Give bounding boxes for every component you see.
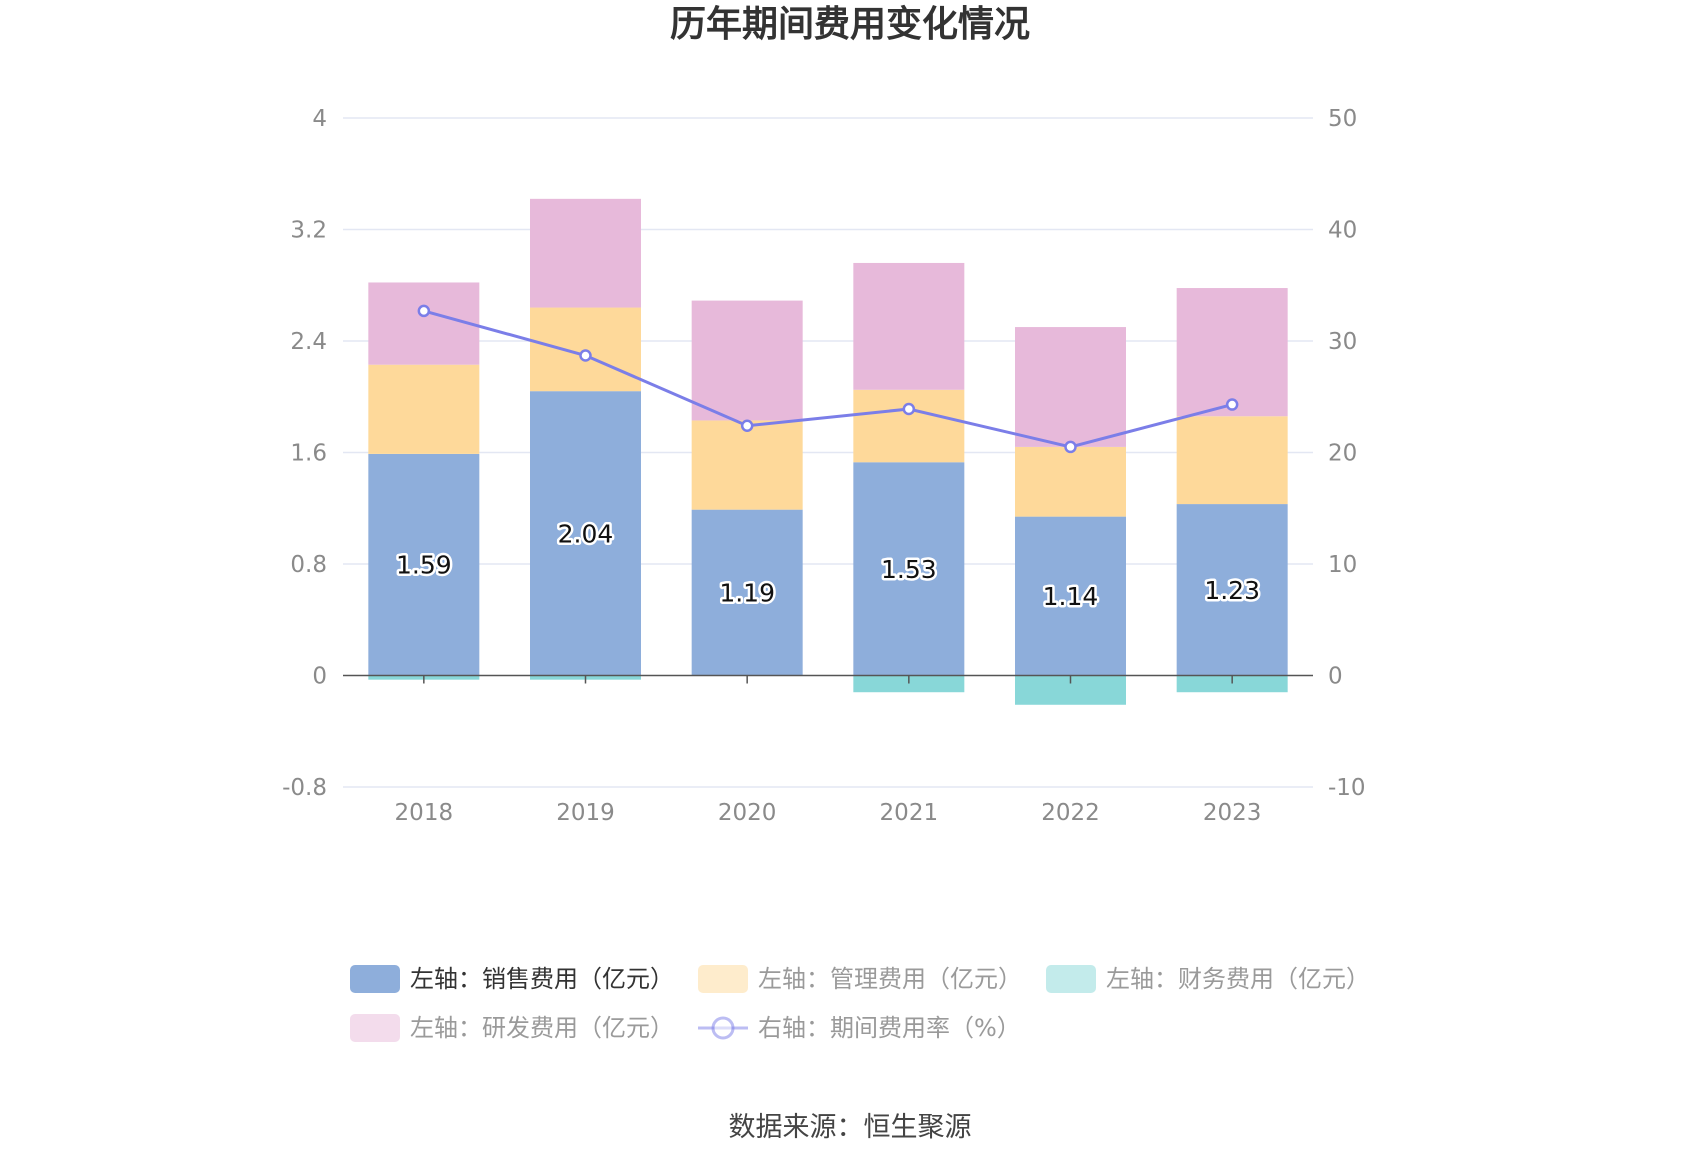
legend-item-mgmt[interactable]: 左轴：管理费用（亿元） (698, 965, 1022, 993)
bar-sales-2020[interactable] (691, 509, 803, 676)
data-labels: 1.59 2.04 1.19 1.53 1.14 1.23 (393, 517, 1262, 614)
bar-mgmt-2020[interactable] (691, 420, 803, 510)
line-point-rate-2018[interactable] (417, 304, 431, 318)
line-point-rate-2023[interactable] (1225, 398, 1239, 411)
legend-label: 左轴：财务费用（亿元） (1106, 965, 1370, 993)
bar-rd-2019[interactable] (530, 198, 641, 308)
bar-rd-2021[interactable] (853, 262, 965, 390)
x-axis: 2018 2019 2020 2021 2022 2023 (343, 674, 1313, 826)
bar-rd-2018[interactable] (368, 282, 480, 365)
legend-marker (711, 1016, 735, 1040)
bar-sales-2018[interactable] (368, 453, 480, 676)
legend-item-sales[interactable]: 左轴：销售费用（亿元） (350, 965, 674, 993)
y-left-tick-label: 2.4 (290, 329, 327, 355)
y-left-tick-label: -0.8 (282, 775, 327, 801)
legend-label: 左轴：研发费用（亿元） (410, 1014, 674, 1042)
legend-swatch (698, 965, 748, 993)
x-tick-label: 2023 (1203, 800, 1262, 826)
y-left-tick-label: 1.6 (290, 441, 327, 467)
y-right-tick-label: -10 (1328, 775, 1366, 801)
x-tick-label: 2018 (395, 800, 454, 826)
legend: 左轴：销售费用（亿元） 左轴：管理费用（亿元） 左轴：财务费用（亿元） 左轴：研发费用… (350, 965, 1370, 1042)
line-point-rate-2022[interactable] (1064, 440, 1077, 454)
x-tick-label: 2019 (556, 800, 615, 826)
bar-sales-2021[interactable] (853, 462, 965, 676)
bar-sales-2019[interactable] (530, 391, 641, 676)
data-label-sales: 1.23 (1204, 576, 1260, 605)
y-right-tick-label: 10 (1328, 552, 1357, 578)
legend-swatch (350, 1014, 400, 1042)
bar-sales-2023[interactable] (1176, 504, 1288, 676)
y-left-tick-label: 0.8 (290, 552, 327, 578)
legend-item-rd[interactable]: 左轴：研发费用（亿元） (350, 1014, 674, 1042)
source-note: 数据来源：恒生聚源 (729, 1112, 972, 1143)
bar-rd-2020[interactable] (691, 300, 803, 421)
data-label-sales: 1.59 (396, 551, 452, 580)
bar-mgmt-2018[interactable] (368, 364, 480, 454)
x-tick-label: 2022 (1041, 800, 1100, 826)
bar-sales-2022[interactable] (1015, 516, 1126, 676)
legend-item-rate[interactable]: 右轴：期间费用率（%） (698, 1014, 1021, 1042)
line-series (417, 304, 1239, 454)
bar-mgmt-2023[interactable] (1176, 416, 1288, 505)
bar-mgmt-2022[interactable] (1015, 446, 1126, 517)
x-tick-label: 2021 (880, 800, 939, 826)
y-left-tick-label: 0 (312, 664, 327, 690)
data-label-sales: 1.53 (881, 555, 937, 584)
bar-series (368, 198, 1288, 705)
legend-label: 左轴：销售费用（亿元） (410, 965, 674, 993)
y-right-tick-label: 50 (1328, 106, 1357, 132)
legend-label: 左轴：管理费用（亿元） (758, 965, 1022, 993)
y-left-tick-label: 4 (312, 106, 327, 132)
line-point-rate-2020[interactable] (740, 419, 754, 432)
y-axis-right: -10 0 10 20 30 40 50 (1328, 106, 1366, 801)
legend-label: 右轴：期间费用率（%） (758, 1014, 1021, 1042)
bar-mgmt-2021[interactable] (853, 389, 965, 463)
bar-rd-2022[interactable] (1015, 327, 1126, 447)
legend-item-finance[interactable]: 左轴：财务费用（亿元） (1046, 965, 1370, 993)
legend-swatch (1046, 965, 1096, 993)
chart-title: 历年期间费用变化情况 (670, 3, 1030, 45)
gridlines (343, 117, 1313, 788)
y-axis-left: -0.8 0 0.8 1.6 2.4 3.2 4 (282, 106, 327, 801)
data-label-sales: 1.14 (1043, 582, 1099, 611)
bar-finance-2023[interactable] (1176, 675, 1288, 693)
y-right-tick-label: 40 (1328, 218, 1357, 244)
x-tick-label: 2020 (718, 800, 777, 826)
data-label-sales: 2.04 (558, 519, 614, 548)
bar-rd-2023[interactable] (1176, 288, 1288, 417)
line-point-rate-2019[interactable] (579, 349, 592, 362)
bar-finance-2021[interactable] (853, 675, 965, 693)
y-right-tick-label: 30 (1328, 329, 1357, 355)
legend-swatch (350, 965, 400, 993)
line-rate (423, 309, 1233, 449)
y-left-tick-label: 3.2 (290, 218, 327, 244)
y-right-tick-label: 0 (1328, 664, 1343, 690)
line-point-rate-2021[interactable] (902, 402, 916, 416)
data-label-sales: 1.19 (719, 579, 775, 608)
y-right-tick-label: 20 (1328, 441, 1357, 467)
